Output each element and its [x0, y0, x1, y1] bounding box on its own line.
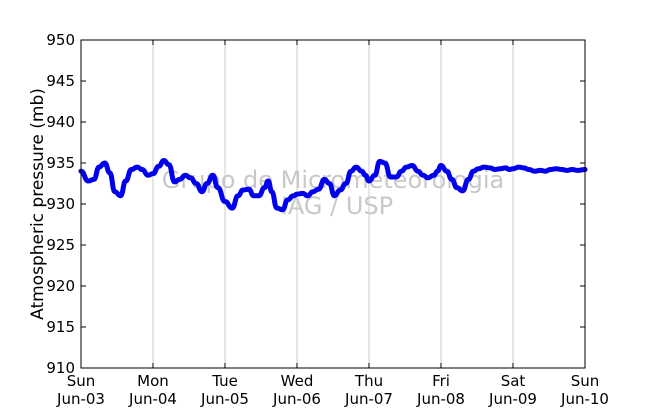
x-tick-label-day: Sat — [501, 372, 526, 390]
x-tick-label-date: Jun-09 — [488, 390, 537, 408]
x-tick-label-date: Jun-07 — [344, 390, 393, 408]
pressure-series-line — [78, 158, 588, 213]
series-layer — [78, 158, 588, 213]
y-tick-label: 920 — [46, 277, 75, 295]
axis-ticks — [80, 39, 586, 369]
x-tick-label-day: Tue — [211, 372, 238, 390]
x-tick-label-date: Jun-06 — [272, 390, 321, 408]
y-tick-label: 915 — [46, 318, 75, 336]
x-tick-label-date: Jun-04 — [128, 390, 177, 408]
x-tick-label-day: Wed — [281, 372, 314, 390]
x-tick-label-day: Sun — [571, 372, 600, 390]
y-axis-label: Atmospheric pressure (mb) — [28, 88, 48, 320]
y-tick-label: 940 — [46, 113, 75, 131]
y-tick-label: 925 — [46, 236, 75, 254]
x-tick-label-date: Jun-08 — [416, 390, 465, 408]
x-tick-label-day: Sun — [67, 372, 96, 390]
x-tick-label-day: Thu — [354, 372, 383, 390]
x-tick-label-date: Jun-10 — [560, 390, 609, 408]
x-tick-label-day: Fri — [432, 372, 450, 390]
gridlines — [152, 40, 514, 368]
tick-labels: SunJun-03MonJun-04TueJun-05WedJun-06ThuJ… — [46, 31, 609, 408]
y-tick-label: 910 — [46, 359, 75, 377]
x-tick-label-date: Jun-03 — [56, 390, 105, 408]
y-tick-label: 950 — [46, 31, 75, 49]
x-tick-label-day: Mon — [137, 372, 169, 390]
y-tick-label: 945 — [46, 72, 75, 90]
x-tick-label-date: Jun-05 — [200, 390, 249, 408]
y-tick-label: 935 — [46, 154, 75, 172]
y-tick-label: 930 — [46, 195, 75, 213]
